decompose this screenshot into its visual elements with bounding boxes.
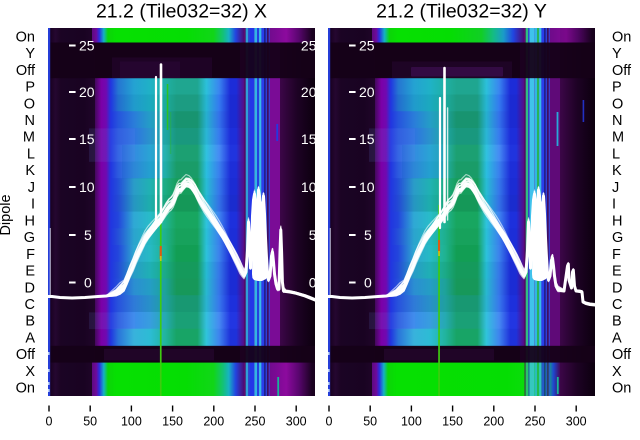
svg-text:C: C [612,297,622,313]
svg-text:15: 15 [301,131,317,147]
svg-text:F: F [612,247,621,263]
svg-text:J: J [612,180,619,196]
svg-text:0: 0 [326,415,333,429]
svg-text:On: On [612,29,631,45]
svg-text:O: O [24,96,35,112]
svg-text:O: O [612,96,623,112]
svg-text:20: 20 [359,84,375,100]
svg-text:I: I [612,197,616,213]
svg-text:20: 20 [79,84,95,100]
svg-text:K: K [612,163,622,179]
svg-text:M: M [23,130,35,146]
svg-text:K: K [25,163,35,179]
svg-text:5: 5 [84,227,92,243]
svg-text:G: G [612,230,623,246]
svg-text:B: B [25,314,35,330]
svg-text:20: 20 [301,84,317,100]
svg-text:Off: Off [16,63,36,79]
svg-text:200: 200 [203,415,224,429]
svg-text:15: 15 [79,131,95,147]
svg-text:25: 25 [79,38,95,54]
svg-text:Dipole: Dipole [0,194,14,235]
svg-text:X: X [612,364,622,380]
svg-text:15: 15 [359,131,375,147]
svg-text:G: G [24,230,35,246]
svg-text:E: E [612,264,622,280]
svg-text:L: L [27,146,35,162]
svg-text:P: P [612,80,622,96]
svg-text:Y: Y [612,46,622,62]
svg-text:N: N [25,113,35,129]
svg-text:0: 0 [46,415,53,429]
svg-text:250: 250 [525,415,546,429]
svg-text:10: 10 [359,179,375,195]
svg-text:E: E [25,264,35,280]
svg-text:0: 0 [309,275,317,291]
svg-text:L: L [612,146,620,162]
svg-text:On: On [612,381,631,397]
svg-text:200: 200 [483,415,504,429]
svg-text:0: 0 [84,275,92,291]
svg-text:21.2 (Tile032=32) Y: 21.2 (Tile032=32) Y [376,1,547,23]
svg-text:50: 50 [363,415,377,429]
svg-text:0: 0 [364,275,372,291]
svg-text:100: 100 [121,415,142,429]
svg-text:250: 250 [245,415,266,429]
svg-text:5: 5 [309,227,317,243]
svg-text:25: 25 [301,38,317,54]
svg-text:10: 10 [301,179,317,195]
svg-text:On: On [16,381,35,397]
svg-text:D: D [25,280,35,296]
svg-text:D: D [612,280,622,296]
svg-text:5: 5 [364,227,372,243]
svg-text:On: On [16,29,35,45]
svg-text:Off: Off [612,347,632,363]
svg-text:F: F [26,247,35,263]
svg-text:150: 150 [162,415,183,429]
svg-text:10: 10 [79,179,95,195]
svg-text:M: M [612,130,624,146]
svg-text:50: 50 [83,415,97,429]
svg-text:Off: Off [16,347,36,363]
svg-text:C: C [25,297,35,313]
svg-text:100: 100 [401,415,422,429]
svg-text:H: H [612,213,622,229]
svg-text:J: J [28,180,35,196]
svg-text:A: A [25,330,35,346]
svg-text:A: A [612,330,622,346]
svg-text:X: X [25,364,35,380]
svg-text:B: B [612,314,622,330]
svg-text:I: I [31,197,35,213]
svg-text:300: 300 [566,415,587,429]
svg-text:300: 300 [286,415,307,429]
svg-text:21.2 (Tile032=32) X: 21.2 (Tile032=32) X [96,1,267,23]
svg-text:Off: Off [612,63,632,79]
svg-text:N: N [612,113,622,129]
svg-text:Y: Y [25,46,35,62]
svg-text:150: 150 [442,415,463,429]
svg-text:25: 25 [359,38,375,54]
svg-text:H: H [25,213,35,229]
svg-text:P: P [25,80,35,96]
